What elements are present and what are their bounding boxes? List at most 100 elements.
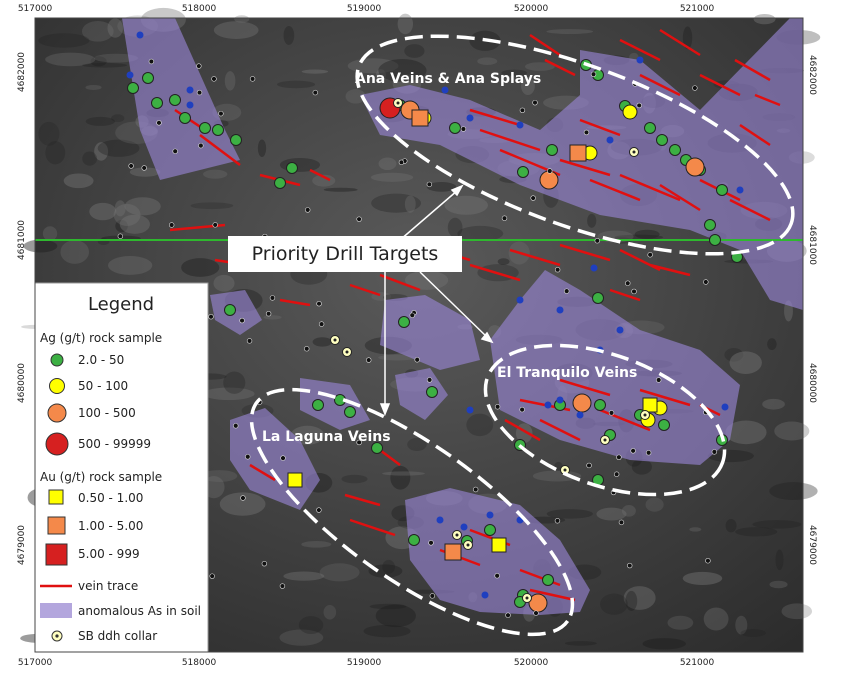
vein-trace (559, 243, 611, 262)
legend-symbol (55, 634, 59, 638)
ag-sample (669, 144, 681, 156)
sample (590, 264, 598, 272)
texture-spot (524, 62, 555, 71)
arrows (379, 184, 494, 417)
soil-polygon (380, 295, 480, 370)
texture-spot (457, 225, 504, 242)
sample (590, 71, 597, 77)
texture-spot (279, 629, 324, 646)
texture-spot (190, 202, 234, 210)
sample (636, 56, 644, 64)
sample (736, 186, 744, 194)
ag-sample (685, 157, 705, 177)
legend-heading: Au (g/t) rock sample (40, 470, 162, 484)
legend-item: anomalous As in soil (78, 604, 201, 618)
vein-trace (249, 463, 276, 482)
legend-item: 1.00 - 5.00 (78, 519, 143, 533)
ag-sample (449, 122, 461, 134)
sample (198, 142, 204, 149)
target-label: El Tranquilo Veins (497, 365, 637, 381)
au-sample (569, 144, 587, 162)
sample (269, 295, 276, 301)
texture-spot (447, 217, 463, 238)
y-tick-label: 4679000 (807, 525, 817, 565)
arrowhead (480, 331, 494, 344)
texture-spot (564, 641, 597, 646)
ag-sample (426, 386, 438, 398)
target-outlines (249, 34, 795, 637)
texture-spot (466, 413, 494, 437)
texture-spot (769, 580, 788, 589)
texture-spot (263, 315, 282, 320)
legend-item: 2.0 - 50 (78, 353, 124, 367)
target-label: Ana Veins & Ana Splays (355, 71, 541, 87)
y-tick-label: 4681000 (807, 225, 817, 265)
sample (186, 101, 194, 109)
legend-title: Legend (88, 294, 154, 315)
texture-spot (119, 214, 150, 234)
vein-trace (309, 168, 331, 182)
sample (208, 314, 214, 320)
samples (117, 31, 744, 618)
sample (233, 423, 239, 429)
ag-sample (656, 134, 668, 146)
vein-trace (599, 408, 651, 432)
sample (211, 76, 217, 82)
sample (426, 181, 433, 188)
texture-spot (85, 116, 115, 126)
texture-spot (546, 509, 593, 519)
sample (414, 357, 420, 363)
texture-spot (532, 470, 582, 482)
texture-spot (107, 255, 153, 275)
texture-spot (279, 158, 321, 172)
ag-sample (539, 170, 559, 190)
texture-spot (363, 624, 411, 638)
sample (618, 519, 625, 526)
texture-spot (774, 421, 810, 441)
vein-trace (579, 118, 621, 137)
ddh-collar-center (466, 543, 470, 547)
y-tick-label: 4680000 (17, 363, 27, 403)
arrow (399, 189, 459, 241)
texture-spot (596, 507, 627, 521)
texture-spot (312, 337, 333, 347)
texture-spot (312, 174, 336, 187)
texture-spot (404, 44, 425, 58)
texture-spot (378, 157, 397, 171)
soil-polygon (360, 18, 803, 310)
sample (519, 107, 526, 113)
target-ellipse (483, 343, 727, 497)
vein-trace (589, 178, 641, 202)
texture-spot (600, 593, 628, 615)
texture-spot (201, 470, 238, 482)
sample (126, 71, 134, 79)
vein-trace (659, 183, 701, 212)
ag-sample (542, 574, 554, 586)
ag-sample (286, 162, 298, 174)
ddh-collar-center (345, 350, 349, 354)
legend-item: 50 - 100 (78, 379, 128, 393)
legend-item: 100 - 500 (78, 406, 136, 420)
sample (519, 406, 525, 413)
vein-trace (739, 123, 771, 147)
texture-spot (345, 89, 366, 104)
ag-sample (408, 534, 420, 546)
x-tick-label: 519000 (347, 658, 382, 668)
ag-sample (594, 399, 606, 411)
ddh-collar-center (333, 338, 337, 342)
sample (532, 99, 538, 106)
vein-trace (609, 288, 641, 302)
texture-spot (426, 182, 457, 192)
y-tick-label: 4680000 (807, 363, 817, 403)
texture-spot (621, 504, 636, 517)
ag-sample (484, 524, 496, 536)
vein-trace (349, 283, 381, 297)
sample (554, 518, 561, 524)
texture-spot (368, 564, 403, 578)
ddh-collar-center (396, 101, 400, 105)
vein-trace (379, 273, 421, 292)
texture-spot (546, 29, 594, 35)
texture-spot (129, 167, 161, 177)
sample (494, 404, 501, 410)
ag-sample (179, 112, 191, 124)
